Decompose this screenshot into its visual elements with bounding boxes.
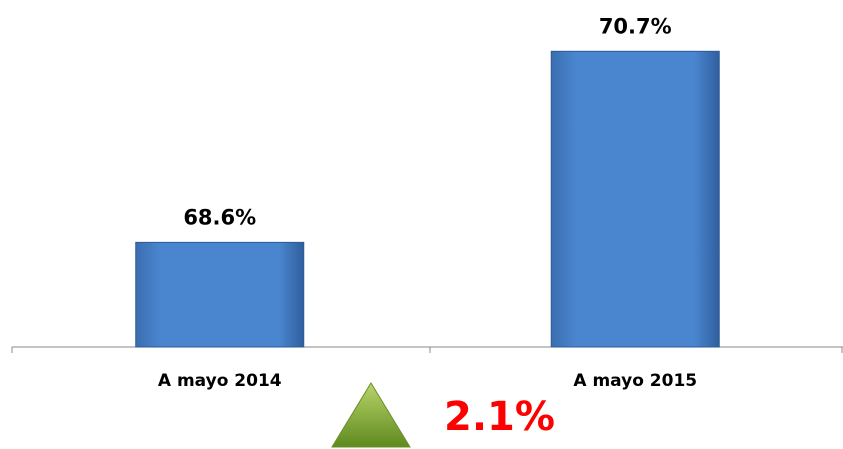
- x-tick-label: A mayo 2014: [158, 371, 282, 391]
- x-tick-label: A mayo 2015: [573, 371, 697, 391]
- data-label: 68.6%: [183, 205, 256, 229]
- up-triangle: [331, 382, 411, 448]
- data-label: 70.7%: [599, 14, 672, 38]
- bar: [550, 50, 720, 348]
- change-annotation: 2.1%: [444, 394, 555, 440]
- bar: [135, 241, 305, 348]
